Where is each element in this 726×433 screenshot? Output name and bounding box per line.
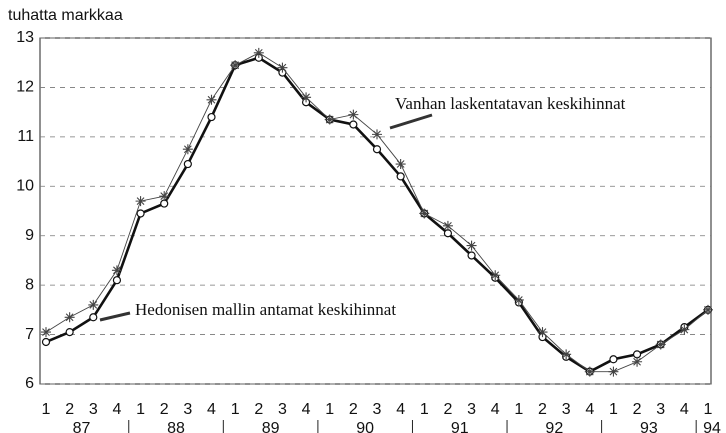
x-tick-label: 4 <box>302 401 311 418</box>
y-tick-label: 9 <box>25 227 34 244</box>
point <box>349 120 358 129</box>
plot-frame <box>39 37 712 385</box>
point <box>182 144 193 155</box>
x-tick-label: 2 <box>443 401 452 418</box>
y-axis-label: tuhatta markkaa <box>8 7 123 24</box>
point <box>277 62 288 73</box>
point <box>324 114 335 125</box>
x-tick-label: 4 <box>585 401 594 418</box>
point <box>111 265 122 276</box>
x-tick-label: 2 <box>349 401 358 418</box>
x-tick-label: 1 <box>136 401 145 418</box>
y-tick-label: 7 <box>25 326 34 343</box>
point <box>395 159 406 170</box>
x-tick-label: 1 <box>704 401 713 418</box>
x-tick-label: 3 <box>278 401 287 418</box>
point <box>466 240 477 251</box>
point <box>183 159 192 169</box>
point <box>490 270 501 281</box>
year-label: 87 <box>73 420 91 433</box>
point <box>89 313 98 322</box>
point <box>467 251 476 260</box>
point <box>655 339 666 350</box>
x-tick-label: 1 <box>514 401 523 418</box>
point <box>207 112 216 122</box>
annotation-arrow <box>389 113 433 130</box>
point <box>608 366 619 377</box>
point <box>609 355 618 364</box>
point <box>230 60 241 71</box>
x-tick-label: 2 <box>160 401 169 418</box>
point <box>136 209 145 218</box>
point <box>372 129 382 140</box>
point <box>513 294 524 305</box>
x-tick-label: 4 <box>396 401 405 418</box>
x-tick-label: 2 <box>633 401 642 418</box>
point <box>372 145 382 154</box>
x-tick-label: 4 <box>680 401 689 418</box>
y-tick-label: 8 <box>25 276 34 293</box>
x-tick-label: 3 <box>467 401 476 418</box>
y-tick-label: 10 <box>16 178 34 195</box>
point <box>253 47 264 58</box>
year-label: 89 <box>262 420 280 433</box>
x-tick-label: 2 <box>538 401 547 418</box>
x-tick-label: 3 <box>373 401 382 418</box>
x-tick-label: 1 <box>42 401 51 418</box>
x-tick-label: 1 <box>609 401 618 418</box>
point <box>537 327 548 338</box>
x-tick-label: 4 <box>112 401 121 418</box>
x-tick-label: 2 <box>65 401 74 418</box>
point <box>64 312 75 323</box>
annotation-arrow <box>99 311 131 322</box>
annotation-old: Vanhan laskentatavan keskihinnat <box>395 94 626 113</box>
y-tick-label: 13 <box>16 29 34 46</box>
year-label: 94 <box>703 420 721 433</box>
point <box>561 349 572 360</box>
year-label: 91 <box>451 420 469 433</box>
x-tick-label: 1 <box>420 401 429 418</box>
point <box>41 327 51 338</box>
point <box>348 109 359 120</box>
y-tick-label: 6 <box>25 375 34 392</box>
x-tick-label: 2 <box>254 401 263 418</box>
year-label: 90 <box>356 420 374 433</box>
point <box>703 304 713 315</box>
point <box>301 92 312 103</box>
x-tick-label: 1 <box>231 401 240 418</box>
point <box>632 356 643 367</box>
x-tick-label: 4 <box>207 401 216 418</box>
point <box>41 337 51 347</box>
point <box>679 324 690 335</box>
point <box>112 276 122 285</box>
point <box>442 220 453 231</box>
x-tick-label: 1 <box>325 401 334 418</box>
point <box>65 328 74 337</box>
point <box>206 94 217 105</box>
x-tick-label: 3 <box>89 401 98 418</box>
point <box>88 299 99 310</box>
year-label: 88 <box>167 420 185 433</box>
y-tick-label: 11 <box>17 128 34 145</box>
year-label: 92 <box>545 420 563 433</box>
year-label: 93 <box>640 420 658 433</box>
point <box>419 208 430 219</box>
point <box>135 196 146 207</box>
point <box>584 366 595 377</box>
y-tick-label: 12 <box>16 79 34 96</box>
x-tick-label: 4 <box>491 401 500 418</box>
x-tick-label: 3 <box>656 401 665 418</box>
point <box>159 191 170 202</box>
x-tick-label: 3 <box>562 401 571 418</box>
point <box>396 172 405 181</box>
annotation-hedonic: Hedonisen mallin antamat keskihinnat <box>135 300 396 319</box>
x-tick-label: 3 <box>183 401 192 418</box>
